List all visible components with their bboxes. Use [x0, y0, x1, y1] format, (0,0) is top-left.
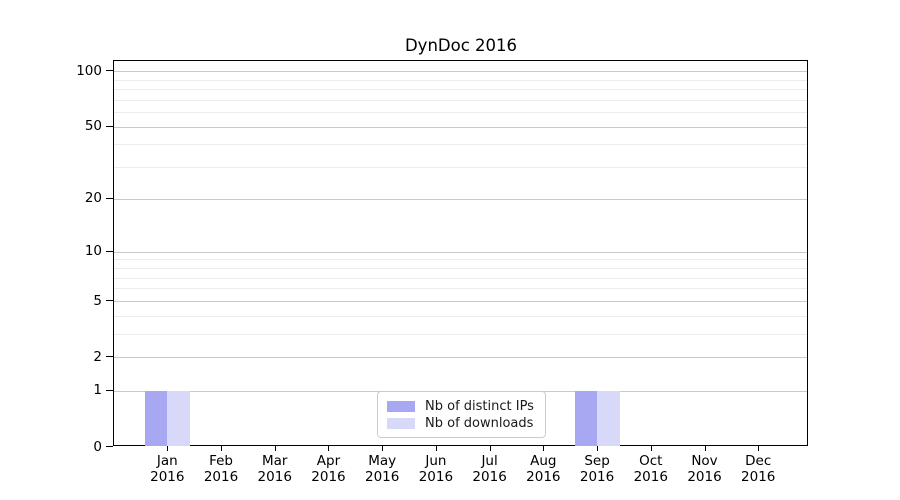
bar-sep-series1 — [574, 390, 598, 446]
y-tick-mark — [106, 70, 113, 71]
x-tick-mark — [328, 446, 330, 451]
gridline-minor — [114, 99, 807, 101]
x-tick-mark — [489, 446, 491, 451]
x-tick-label: Jul 2016 — [472, 453, 507, 485]
gridline-minor — [114, 334, 807, 336]
x-tick-mark — [704, 446, 706, 451]
x-tick-label: Mar 2016 — [257, 453, 292, 485]
x-tick-label: Sep 2016 — [579, 453, 615, 485]
x-tick-label: Nov 2016 — [687, 453, 722, 485]
x-tick-mark — [597, 446, 599, 451]
x-tick-mark — [221, 446, 223, 451]
legend-label-downloads: Nb of downloads — [425, 415, 534, 431]
bar-jan-series2 — [167, 390, 190, 446]
y-tick-mark — [106, 250, 113, 252]
x-tick-mark — [543, 446, 545, 451]
gridline-major — [114, 357, 807, 359]
y-tick-mark — [106, 300, 113, 302]
y-tick-mark — [106, 446, 113, 447]
x-tick-mark — [758, 446, 760, 451]
y-tick-mark — [106, 125, 113, 127]
x-tick-mark — [650, 446, 652, 451]
plot-area — [113, 60, 808, 446]
gridline-minor — [114, 267, 807, 269]
x-tick-label: Jun 2016 — [418, 453, 454, 485]
x-tick-mark — [274, 446, 276, 451]
x-tick-label: Dec 2016 — [741, 453, 776, 485]
gridline-major — [114, 71, 807, 72]
gridline-minor — [114, 88, 807, 90]
x-tick-label: Feb 2016 — [203, 453, 239, 485]
x-tick-label: Apr 2016 — [311, 453, 346, 485]
gridline-minor — [114, 315, 807, 317]
legend-entry-distinct-ips: Nb of distinct IPs — [387, 398, 536, 414]
y-tick-mark — [106, 356, 113, 358]
legend-entry-downloads: Nb of downloads — [387, 415, 536, 431]
x-tick-mark — [167, 446, 169, 451]
gridline-minor — [114, 79, 807, 81]
legend-swatch-downloads — [387, 417, 415, 429]
gridline-minor — [114, 112, 807, 114]
gridline-minor — [114, 277, 807, 279]
y-tick-label: 5 — [93, 292, 102, 309]
gridline-minor — [114, 259, 807, 261]
y-tick-label: 20 — [84, 190, 102, 207]
legend: Nb of distinct IPs Nb of downloads — [377, 391, 546, 438]
y-tick-label: 10 — [84, 243, 102, 260]
x-tick-mark — [435, 446, 437, 451]
gridline-minor — [114, 167, 807, 169]
gridline-minor — [114, 288, 807, 290]
x-tick-label: May 2016 — [364, 453, 400, 485]
y-tick-mark — [106, 389, 113, 391]
x-tick-label: Aug 2016 — [526, 453, 561, 485]
y-tick-mark — [106, 197, 113, 199]
bar-jan-series1 — [144, 390, 168, 446]
x-tick-label: Oct 2016 — [633, 453, 668, 485]
y-tick-label: 0 — [93, 438, 102, 455]
gridline-major — [114, 251, 807, 253]
bar-sep-series2 — [597, 390, 620, 446]
chart-title: DynDoc 2016 — [404, 36, 518, 55]
gridline-major — [114, 126, 807, 128]
y-tick-label: 1 — [93, 382, 102, 399]
gridline-minor — [114, 144, 807, 146]
gridline-major — [114, 198, 807, 200]
x-tick-label: Jan 2016 — [150, 453, 185, 485]
gridline-major — [114, 301, 807, 303]
y-tick-label: 2 — [93, 348, 102, 365]
y-tick-label: 100 — [76, 62, 102, 79]
x-tick-mark — [382, 446, 384, 451]
y-tick-label: 50 — [84, 118, 102, 135]
legend-label-distinct-ips: Nb of distinct IPs — [425, 398, 534, 414]
legend-swatch-distinct-ips — [387, 400, 415, 412]
